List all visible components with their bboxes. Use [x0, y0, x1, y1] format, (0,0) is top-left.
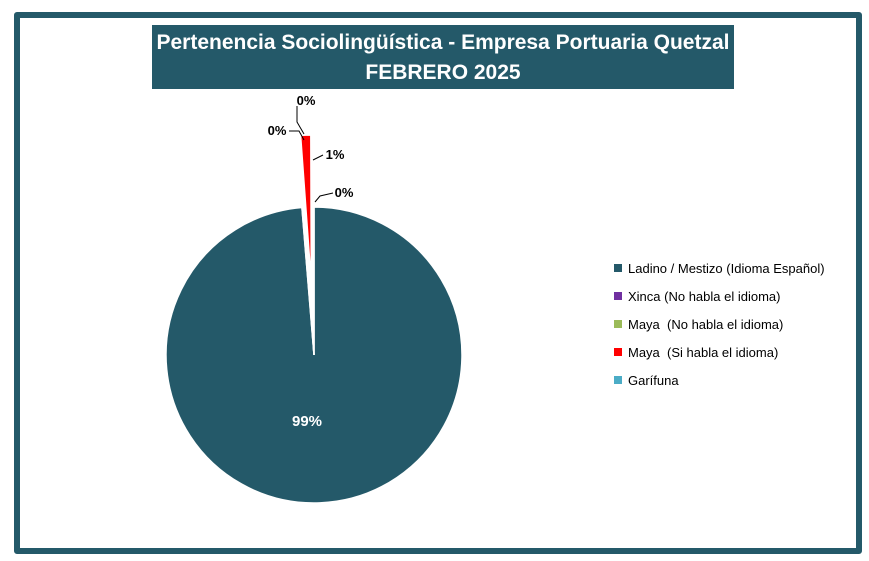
legend-swatch — [614, 292, 622, 300]
legend-label: Garífuna — [628, 372, 679, 388]
leader-line-2 — [296, 106, 305, 135]
chart-title-line-2: FEBRERO 2025 — [365, 61, 521, 84]
legend-item-2: Xinca (No habla el idioma) — [614, 282, 825, 310]
legend-label: Maya (Si habla el idioma) — [628, 344, 779, 360]
leader-line-3 — [289, 130, 305, 141]
pie-slice-4 — [299, 134, 313, 284]
leader-line-4 — [312, 154, 324, 161]
leader-line-5 — [314, 192, 334, 203]
legend-swatch — [614, 376, 622, 384]
legend-label: Xinca (No habla el idioma) — [628, 288, 781, 304]
chart-legend: Ladino / Mestizo (Idioma Español) Xinca (… — [614, 254, 825, 394]
legend-item-5: Garífuna — [614, 366, 825, 394]
legend-label: Maya (No habla el idioma) — [628, 316, 784, 332]
legend-label: Ladino / Mestizo (Idioma Español) — [628, 260, 825, 276]
chart-title-line-1: Pertenencia Sociolingüística - Empresa P… — [156, 31, 730, 54]
pie-slice-3 — [302, 206, 315, 356]
data-label-4: 1% — [326, 147, 345, 162]
data-label-2: 0% — [297, 93, 316, 108]
legend-swatch — [614, 264, 622, 272]
data-label-5: 0% — [335, 185, 354, 200]
legend-item-1: Ladino / Mestizo (Idioma Español) — [614, 254, 825, 282]
data-label-3: 0% — [268, 123, 287, 138]
legend-item-3: Maya (No habla el idioma) — [614, 310, 825, 338]
legend-item-4: Maya (Si habla el idioma) — [614, 338, 825, 366]
legend-swatch — [614, 320, 622, 328]
data-label-1: 99% — [292, 413, 322, 430]
chart-title: Pertenencia Sociolingüística - Empresa P… — [152, 25, 734, 89]
legend-swatch — [614, 348, 622, 356]
